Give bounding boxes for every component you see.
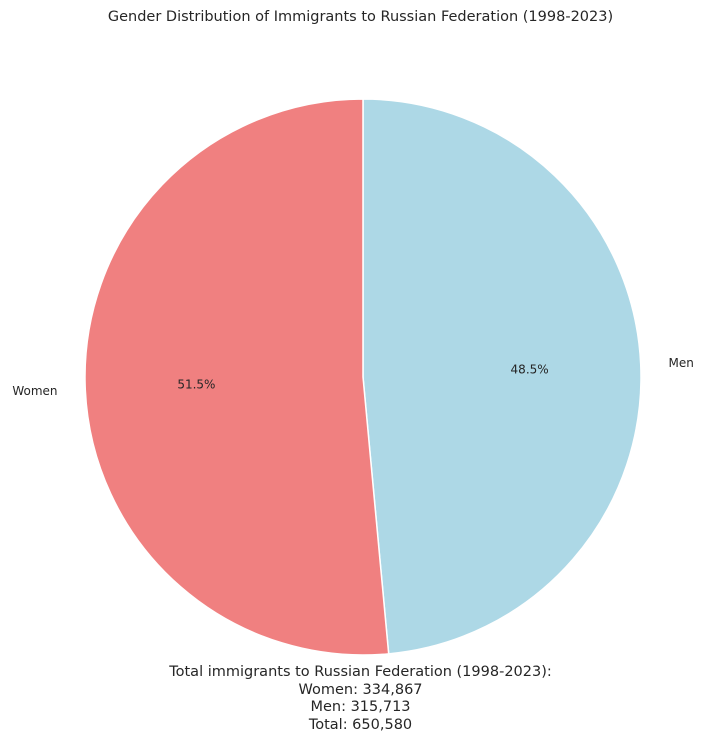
percent-label-women: 51.5% bbox=[177, 378, 215, 392]
slice-label-men: Men bbox=[668, 356, 693, 370]
pie-slice-men bbox=[362, 98, 642, 655]
pie-slice-women bbox=[84, 98, 390, 656]
percent-label-men: 48.5% bbox=[511, 362, 549, 376]
summary-women: Women: 334,867 bbox=[298, 681, 423, 698]
summary-text: Total immigrants to Russian Federation (… bbox=[0, 664, 721, 734]
summary-men: Men: 315,713 bbox=[310, 699, 411, 715]
summary-heading: Total immigrants to Russian Federation (… bbox=[169, 664, 552, 680]
summary-total: Total: 650,580 bbox=[308, 716, 413, 733]
chart-title: Gender Distribution of Immigrants to Rus… bbox=[107, 9, 614, 25]
slice-label-women: Women bbox=[12, 384, 57, 398]
pie-chart: 48.5% Men 51.5% Women bbox=[12, 98, 694, 656]
